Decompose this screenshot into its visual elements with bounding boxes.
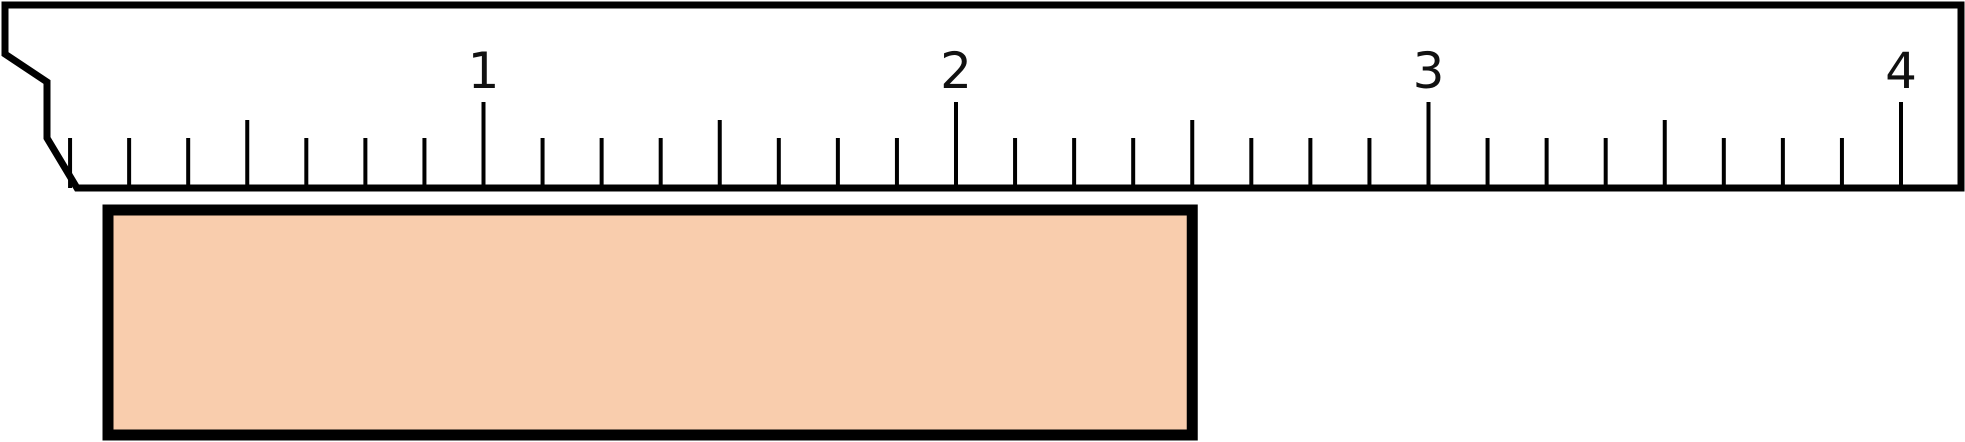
ruler-label: 2 bbox=[940, 42, 972, 100]
ruler-label: 1 bbox=[468, 42, 500, 100]
ruler: 1 2 3 4 bbox=[1, 1, 1965, 192]
ruler-label: 3 bbox=[1413, 42, 1445, 100]
ruler-labels: 1 2 3 4 bbox=[468, 42, 1917, 100]
ruler-label: 4 bbox=[1885, 42, 1917, 100]
measured-bar bbox=[102, 204, 1198, 441]
ruler-body bbox=[1, 1, 1965, 192]
ruler-ticks bbox=[68, 102, 1903, 188]
